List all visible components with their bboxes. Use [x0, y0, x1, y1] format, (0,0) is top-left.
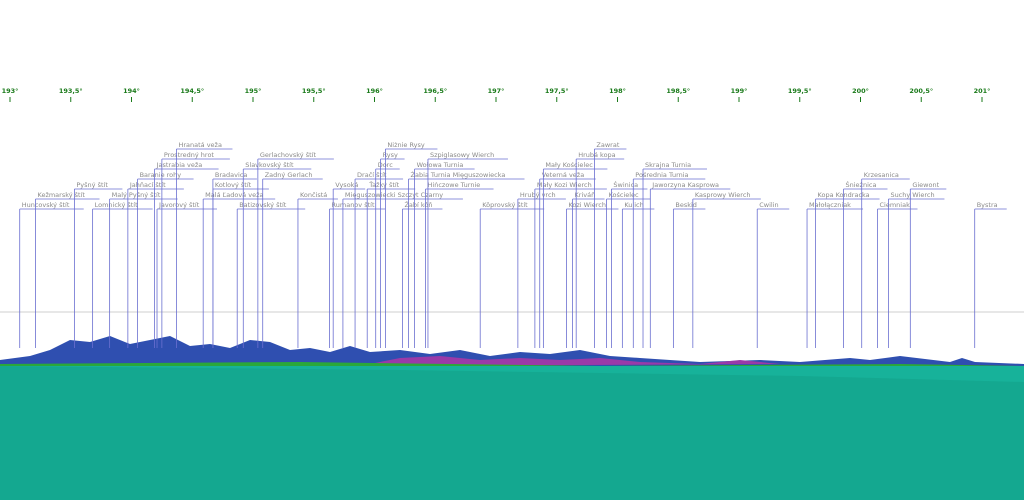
peak-label: Żabia Turnia Mięguszowiecka: [411, 170, 506, 179]
peak-label: Suchy Wierch: [890, 191, 934, 199]
peak-label: Vysoká: [335, 181, 358, 189]
peak-label: Ťažký štít: [368, 180, 399, 189]
peak-label: Kotlový štít: [215, 181, 252, 189]
foreground-shade: [0, 366, 1024, 500]
x-tick-label: 201°: [974, 87, 991, 95]
peak-label: Śnieżnica: [845, 180, 876, 189]
peak-label: Huncovský štít: [22, 201, 70, 209]
peak-label: Javorový štít: [158, 201, 200, 209]
peak-label: Małołączniak: [809, 201, 851, 209]
x-tick-label: 200°: [852, 87, 869, 95]
peak-label: Rysy: [383, 151, 398, 159]
peak-label: Kulich: [624, 201, 643, 209]
peak-label: Mięguszowiecki Szczyt Czarny: [345, 191, 443, 199]
peak-label: Kôprovský štít: [482, 201, 528, 209]
peak-label: Prostredný hrot: [164, 151, 215, 159]
peak-label: Świnica: [613, 180, 638, 189]
x-tick-label: 193°: [2, 87, 19, 95]
peak-label: Baranie rohy: [140, 171, 182, 179]
peak-label: Krzesanica: [864, 171, 899, 179]
peak-label: Wołowa Turnia: [417, 161, 464, 169]
peak-label: Jastrabia veža: [156, 161, 203, 169]
peak-label: Lomnický štít: [95, 201, 139, 209]
x-tick-label: 194,5°: [180, 87, 204, 95]
peak-label: Zawrat: [596, 141, 619, 149]
peak-label: Mały Kościelec: [545, 161, 593, 169]
peak-label: Kriváň: [575, 191, 596, 199]
x-tick-label: 198,5°: [666, 87, 690, 95]
peak-label: Malý Pyšný štít: [112, 191, 161, 199]
peak-label: Gerlachovský štít: [260, 151, 317, 159]
peak-label: Mały Kozi Wierch: [537, 181, 592, 189]
peak-label: Slavkovský štít: [245, 161, 294, 169]
peak-label: Kežmarský štít: [38, 191, 86, 199]
x-tick-label: 194°: [123, 87, 140, 95]
x-tick-label: 195°: [245, 87, 262, 95]
peak-label: Cwilin: [759, 201, 778, 209]
x-tick-label: 199,5°: [788, 87, 812, 95]
x-tick-label: 193,5°: [59, 87, 83, 95]
peak-label: Hranatá veža: [178, 141, 222, 149]
ridge-magenta: [370, 356, 780, 366]
peak-label: Jaworzyna Kasprowa: [651, 181, 719, 189]
peak-label: Dračí štít: [357, 171, 387, 179]
peak-label: Bradavica: [215, 171, 247, 179]
peak-label: Hrubá kopa: [578, 151, 615, 159]
x-tick-label: 196°: [366, 87, 383, 95]
peak-label: Bystra: [977, 201, 998, 209]
peak-label: Szpiglasowy Wierch: [430, 151, 494, 159]
peak-label: Hińczowe Turnie: [428, 181, 481, 189]
x-tick-label: 199°: [731, 87, 748, 95]
ridge: [0, 336, 1024, 366]
x-tick-label: 200,5°: [909, 87, 933, 95]
peak-label: Giewont: [912, 181, 939, 189]
peak-label: Končistá: [300, 191, 327, 199]
peak-label: Jahňací štít: [129, 181, 166, 189]
peak-label: Pyšný štít: [76, 181, 108, 189]
peak-label: Pośrednia Turnia: [635, 171, 688, 179]
peak-label: Kasprowy Wierch: [695, 191, 751, 199]
peak-label: Niżnie Rysy: [387, 141, 424, 149]
peak-label: Ciemniak: [880, 201, 911, 209]
peak-label: Skrajna Turnia: [645, 161, 691, 169]
peak-label: Veterná veža: [542, 171, 584, 179]
peak-label: Zadný Gerlach: [265, 171, 313, 179]
peak-label: Hrubý vrch: [520, 191, 556, 199]
peak-label: Žabí kôň: [404, 200, 432, 209]
peak-label: Kościelec: [609, 191, 639, 199]
x-tick-label: 197,5°: [545, 87, 569, 95]
peak-label: Beskid: [675, 201, 697, 209]
peak-label: Rumanov štít: [332, 201, 375, 209]
x-tick-label: 197°: [488, 87, 505, 95]
peak-label: Malá Ľadová veža: [205, 191, 263, 199]
x-tick-label: 195,5°: [302, 87, 326, 95]
x-tick-label: 198°: [609, 87, 626, 95]
x-tick-label: 196,5°: [423, 87, 447, 95]
peak-label: Kozi Wierch: [568, 201, 606, 209]
